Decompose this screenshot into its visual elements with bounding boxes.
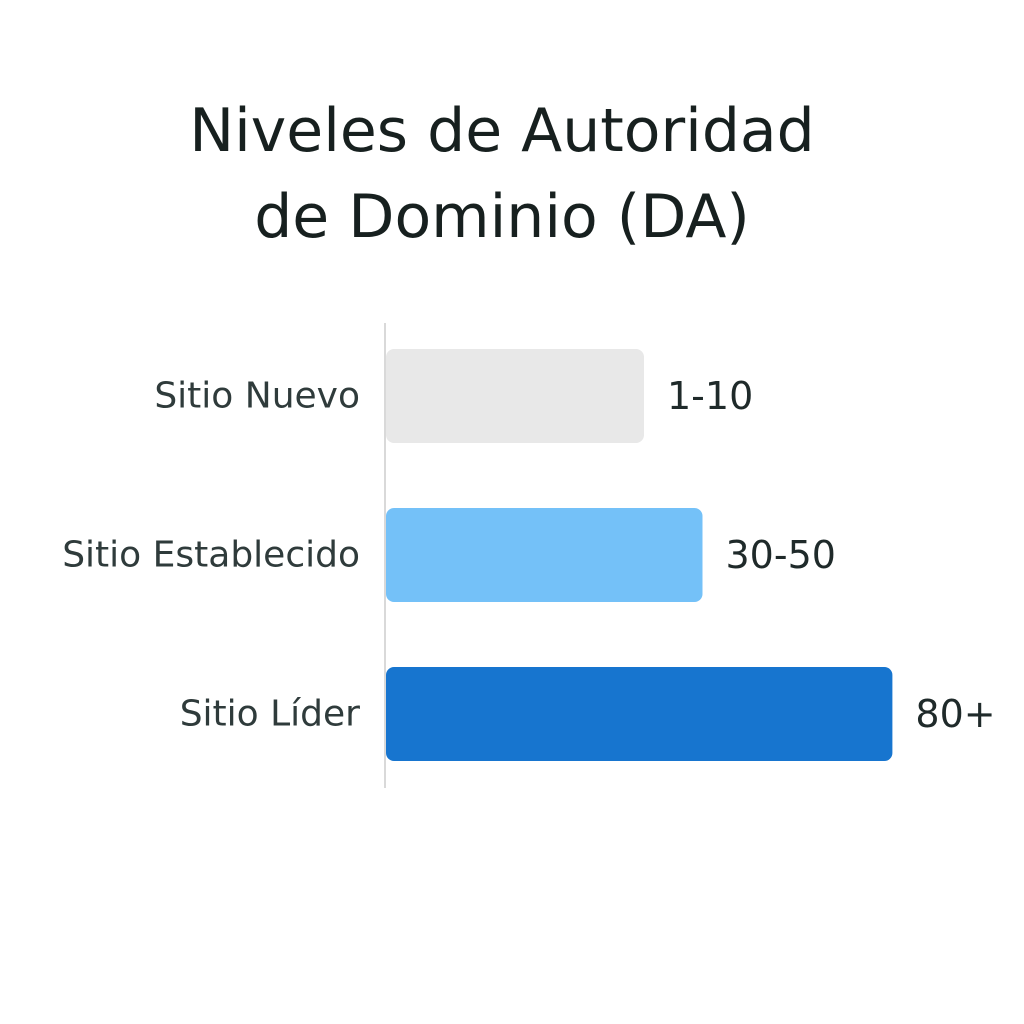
chart-title-line-1: Niveles de Autoridad [189, 96, 815, 166]
value-label-1: 1-10 [667, 374, 753, 418]
category-label-2: Sitio Establecido [62, 535, 360, 576]
chart-title-line-2: de Dominio (DA) [254, 182, 750, 252]
category-label-1: Sitio Nuevo [154, 376, 360, 417]
bar-3 [386, 667, 893, 761]
bar-1 [386, 349, 644, 443]
category-label-3: Sitio Líder [180, 694, 360, 735]
value-label-2: 30-50 [726, 533, 836, 577]
chart-title: Niveles de Autoridad de Dominio (DA) [0, 88, 1004, 260]
value-label-3: 80+ [915, 692, 995, 736]
bar-2 [386, 508, 703, 602]
